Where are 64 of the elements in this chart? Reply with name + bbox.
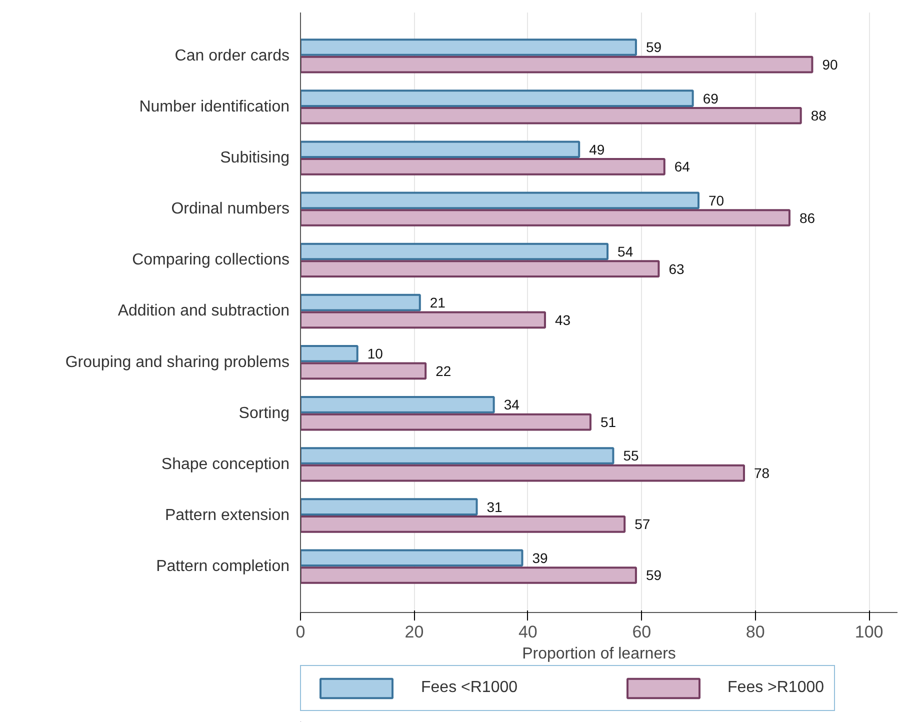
data-label: 49 bbox=[589, 141, 605, 158]
bar bbox=[300, 413, 592, 431]
y-tick-label: Grouping and sharing problems bbox=[65, 354, 290, 371]
bar bbox=[300, 56, 814, 74]
data-label: 57 bbox=[634, 516, 650, 532]
data-label: 39 bbox=[532, 550, 548, 566]
data-label: 34 bbox=[504, 396, 520, 413]
data-label: 10 bbox=[367, 346, 384, 362]
data-label: 59 bbox=[646, 567, 662, 584]
data-label: 55 bbox=[623, 448, 639, 464]
y-tick-label: Pattern extension bbox=[164, 506, 290, 524]
bar bbox=[300, 498, 478, 516]
y-tick-label: Sorting bbox=[238, 404, 290, 422]
x-tick-label: 40 bbox=[518, 622, 538, 642]
data-label: 21 bbox=[430, 294, 446, 311]
bar bbox=[300, 344, 358, 362]
y-tick-label: Subitising bbox=[220, 150, 290, 167]
bar bbox=[300, 396, 495, 414]
x-tick-label: 60 bbox=[632, 622, 652, 642]
legend-label: Fees <R1000 bbox=[421, 679, 518, 697]
bar bbox=[300, 106, 802, 124]
y-tick-label: Pattern completion bbox=[156, 558, 290, 576]
y-tick-label: Addition and subtraction bbox=[118, 302, 290, 320]
y-tick-label: Can order cards bbox=[174, 47, 290, 64]
data-label: 22 bbox=[436, 362, 452, 379]
data-label: 78 bbox=[754, 465, 770, 482]
y-tick-label: Shape conception bbox=[161, 456, 290, 473]
data-label: 69 bbox=[702, 90, 719, 106]
bar bbox=[300, 464, 745, 482]
data-label: 43 bbox=[554, 312, 571, 328]
data-label: 64 bbox=[674, 158, 690, 175]
data-label: 31 bbox=[486, 498, 503, 515]
data-label: 54 bbox=[618, 243, 634, 260]
legend-label: Fees >R1000 bbox=[728, 679, 824, 697]
bar bbox=[300, 90, 694, 107]
data-label: 90 bbox=[822, 56, 838, 73]
bar bbox=[300, 158, 666, 176]
bar bbox=[300, 549, 524, 567]
data-label: 70 bbox=[708, 192, 724, 208]
data-label: 51 bbox=[600, 414, 616, 430]
bar bbox=[300, 362, 427, 380]
bar bbox=[300, 260, 660, 278]
bar bbox=[300, 566, 637, 584]
y-tick-label: Number identification bbox=[139, 98, 290, 116]
data-label: 88 bbox=[810, 108, 827, 124]
x-tick-label: 80 bbox=[746, 622, 765, 642]
bar bbox=[300, 294, 421, 312]
y-tick-label: Ordinal numbers bbox=[171, 200, 290, 218]
bar bbox=[300, 209, 790, 226]
data-label: 59 bbox=[646, 39, 662, 56]
x-tick-label: 100 bbox=[854, 622, 884, 642]
bar bbox=[300, 38, 637, 56]
bar bbox=[300, 242, 609, 260]
bar bbox=[300, 192, 700, 210]
y-tick-label: Comparing collections bbox=[132, 252, 290, 269]
x-tick-label: 0 bbox=[296, 622, 306, 642]
bar bbox=[300, 140, 580, 158]
data-label: 86 bbox=[799, 210, 816, 226]
x-axis-title: Proportion of learners bbox=[522, 646, 676, 662]
data-label: 63 bbox=[668, 260, 684, 277]
bar bbox=[300, 516, 626, 533]
bar bbox=[300, 447, 614, 464]
bar bbox=[300, 311, 546, 329]
x-tick-label: 20 bbox=[404, 622, 424, 642]
